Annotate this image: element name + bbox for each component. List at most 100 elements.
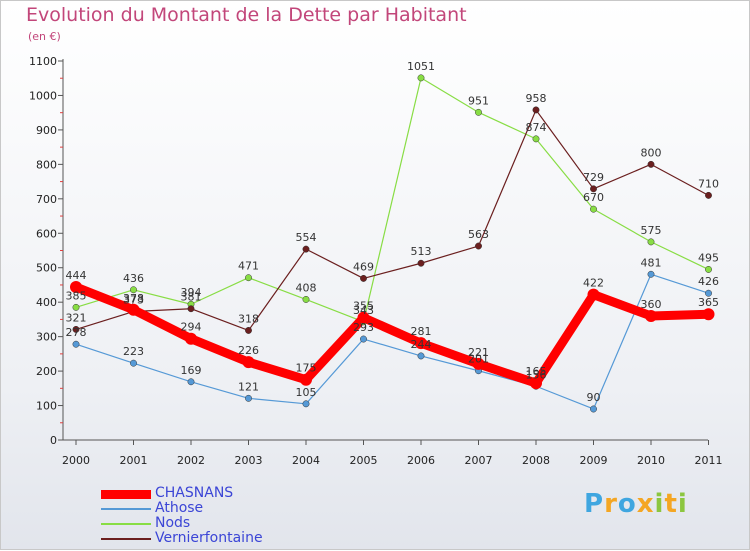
- data-point-vernierfontaine: [72, 325, 80, 333]
- y-tick-label: 1000: [29, 89, 57, 102]
- data-point-nods: [647, 238, 655, 246]
- y-tick-label: 700: [36, 193, 57, 206]
- x-tick-label: 2008: [522, 454, 550, 467]
- data-label-athose: 426: [698, 275, 719, 288]
- data-label-vernierfontaine: 318: [238, 312, 259, 325]
- data-label-vernierfontaine: 958: [526, 92, 547, 105]
- x-tick-label: 2002: [177, 454, 205, 467]
- y-tick-label: 800: [36, 158, 57, 171]
- data-label-chasnans: 365: [698, 296, 719, 309]
- data-point-chasnans: [185, 332, 197, 345]
- data-point-chasnans: [70, 281, 82, 294]
- data-label-athose: 244: [411, 338, 432, 351]
- data-label-chasnans: 281: [411, 325, 432, 338]
- data-point-chasnans: [300, 373, 312, 386]
- data-label-athose: 169: [181, 364, 202, 377]
- data-label-chasnans: 221: [468, 346, 489, 359]
- data-label-athose: 223: [123, 345, 144, 358]
- data-label-vernierfontaine: 513: [411, 245, 432, 258]
- data-point-vernierfontaine: [705, 191, 712, 199]
- data-label-athose: 156: [526, 368, 547, 381]
- legend-swatch: [101, 489, 151, 499]
- data-label-vernierfontaine: 381: [181, 291, 202, 304]
- logo-letter: P: [584, 489, 605, 519]
- data-point-nods: [302, 295, 310, 303]
- data-point-athose: [590, 405, 597, 413]
- data-label-vernierfontaine: 373: [123, 293, 144, 306]
- series-line-nods: [75, 77, 710, 323]
- data-point-athose: [417, 352, 425, 360]
- logo-letter: x: [636, 489, 655, 519]
- data-label-chasnans: 422: [583, 277, 604, 290]
- x-tick-label: 2003: [235, 454, 263, 467]
- chart-subtitle: (en €): [28, 30, 61, 43]
- data-label-vernierfontaine: 321: [66, 311, 87, 324]
- data-label-nods: 951: [468, 94, 489, 107]
- data-point-vernierfontaine: [360, 274, 367, 282]
- data-point-nods: [532, 135, 540, 143]
- data-label-nods: 1051: [407, 60, 435, 73]
- data-point-chasnans: [702, 308, 715, 321]
- y-tick-label: 300: [36, 331, 57, 344]
- x-tick-label: 2011: [695, 454, 723, 467]
- data-label-nods: 471: [238, 260, 259, 273]
- series-line-athose: [75, 273, 710, 410]
- data-point-chasnans: [127, 303, 140, 316]
- data-label-vernierfontaine: 554: [296, 231, 317, 244]
- data-label-chasnans: 175: [296, 362, 317, 375]
- logo-letter: t: [664, 489, 678, 519]
- data-label-athose: 121: [238, 380, 259, 393]
- proxiti-logo: Proxiti: [584, 489, 688, 519]
- data-point-chasnans: [357, 311, 370, 324]
- data-label-chasnans: 355: [353, 300, 374, 313]
- data-label-athose: 201: [468, 353, 489, 366]
- data-label-chasnans: 360: [641, 298, 662, 311]
- data-label-athose: 90: [587, 391, 601, 404]
- y-tick-label: 200: [36, 365, 57, 378]
- data-point-nods: [475, 108, 482, 116]
- data-point-nods: [245, 274, 252, 282]
- data-point-athose: [72, 340, 80, 348]
- series-line-vernierfontaine: [75, 109, 710, 332]
- legend-swatch: [101, 538, 151, 540]
- data-point-vernierfontaine: [302, 245, 310, 253]
- y-tick-label: 0: [50, 434, 57, 447]
- data-label-nods: 874: [526, 121, 547, 134]
- legend-label: Athose: [155, 500, 204, 516]
- data-label-nods: 343: [353, 304, 374, 317]
- data-label-nods: 436: [123, 272, 144, 285]
- data-label-nods: 394: [181, 286, 202, 299]
- data-point-athose: [245, 394, 252, 402]
- chart-title: Evolution du Montant de la Dette par Hab…: [26, 4, 467, 26]
- data-point-athose: [360, 335, 367, 343]
- data-point-nods: [590, 205, 597, 213]
- x-tick-label: 2010: [637, 454, 665, 467]
- y-tick-label: 600: [36, 227, 57, 240]
- axes: 0 100 200 300 400 500 600 700 800 900 1000 1100 2000…: [29, 55, 723, 467]
- x-tick-label: 2006: [407, 454, 435, 467]
- data-point-nods: [417, 74, 425, 82]
- x-tick-label: 2007: [465, 454, 493, 467]
- x-tick-label: 2000: [62, 454, 90, 467]
- data-label-chasnans: 226: [238, 344, 259, 357]
- logo-letter: r: [604, 489, 618, 519]
- data-point-chasnans: [242, 356, 255, 369]
- x-tick-label: 2009: [580, 454, 608, 467]
- data-label-nods: 575: [641, 224, 662, 237]
- y-tick-label: 100: [36, 400, 57, 413]
- data-label-athose: 293: [353, 321, 374, 334]
- data-label-nods: 495: [698, 251, 719, 264]
- logo-letter: i: [654, 489, 665, 519]
- data-point-nods: [705, 266, 712, 273]
- data-point-athose: [130, 359, 137, 367]
- data-label-vernierfontaine: 710: [698, 177, 719, 190]
- legend-label: CHASNANS: [155, 485, 234, 501]
- data-point-athose: [187, 378, 195, 386]
- data-point-chasnans: [530, 377, 542, 390]
- data-label-vernierfontaine: 800: [641, 146, 662, 159]
- x-tick-label: 2001: [120, 454, 148, 467]
- y-tick-label: 1100: [29, 55, 57, 68]
- data-labels: 444 378 294 226 175 355 281 221 165 422 360 365 278 2…: [66, 60, 720, 404]
